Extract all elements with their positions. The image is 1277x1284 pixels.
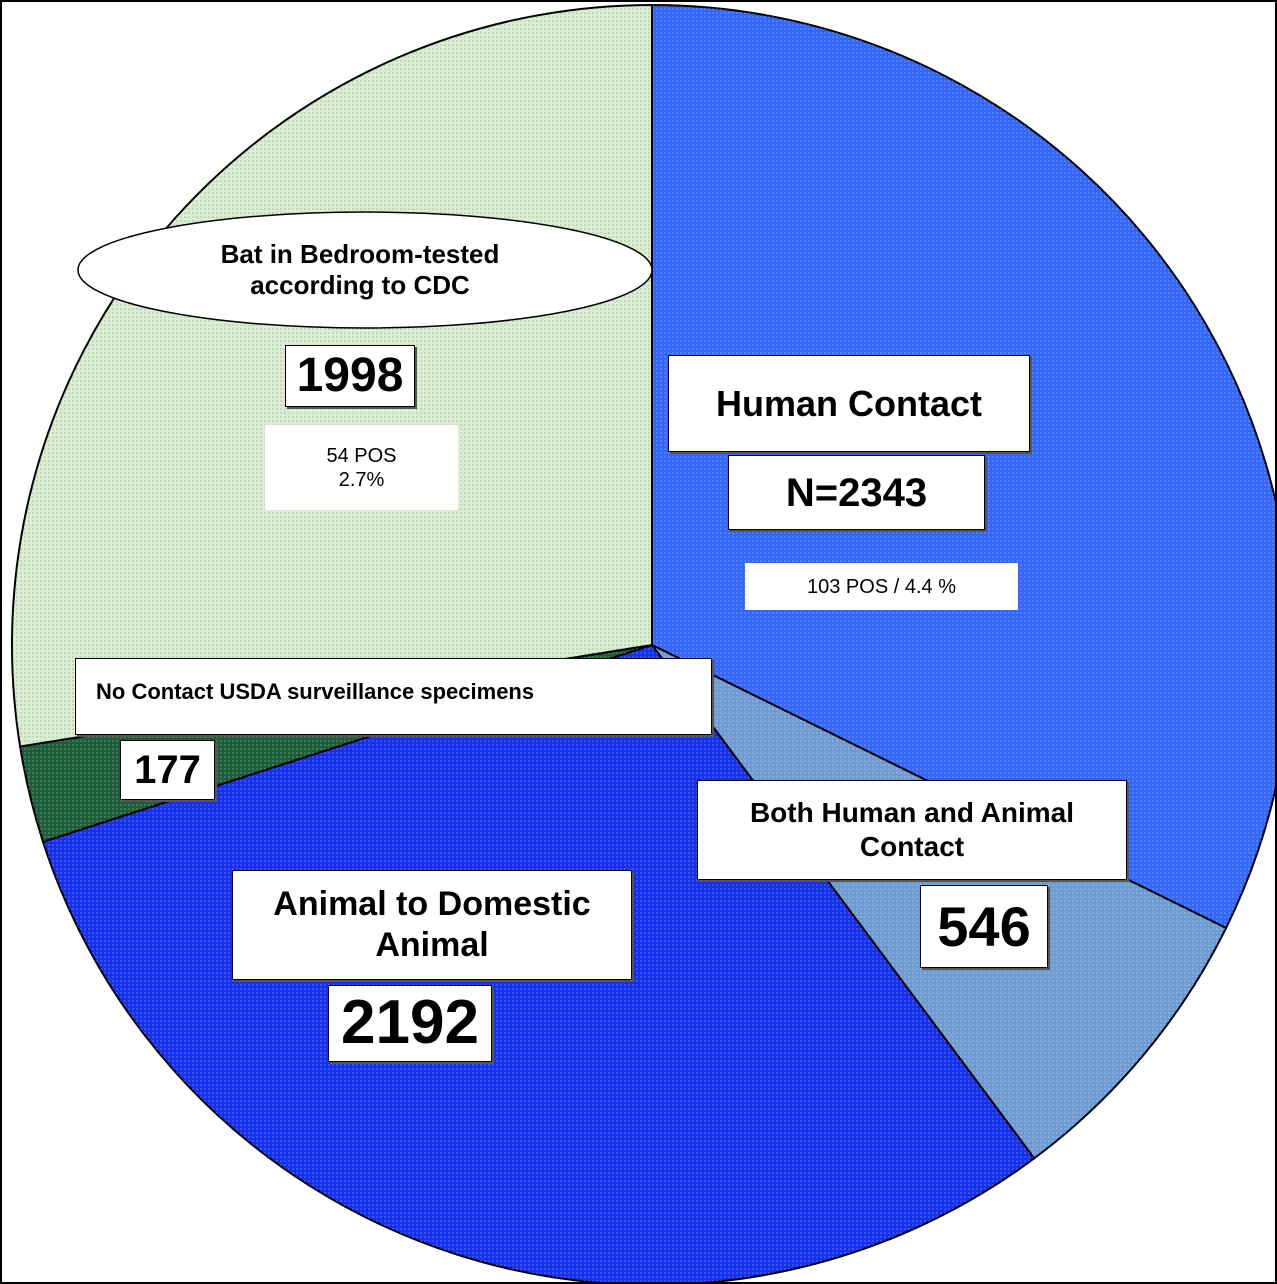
category-label: Animal to Domestic Animal — [232, 870, 632, 980]
annotation: 103 POS / 4.4 % — [745, 563, 1018, 610]
annotation: 54 POS 2.7% — [265, 425, 458, 510]
callout-ellipse — [77, 211, 653, 329]
category-label: No Contact USDA surveillance specimens — [75, 658, 712, 735]
pie — [11, 3, 1277, 1284]
data-label: 546 — [920, 885, 1048, 968]
data-label: 2192 — [328, 985, 492, 1062]
data-label: 177 — [120, 740, 215, 800]
category-label: Human Contact — [668, 355, 1030, 452]
category-label: Both Human and Animal Contact — [697, 780, 1127, 880]
category-label: Bat in Bedroom-tested according to CDC — [220, 238, 500, 300]
data-label: 1998 — [285, 345, 415, 407]
data-label: N=2343 — [728, 455, 985, 530]
